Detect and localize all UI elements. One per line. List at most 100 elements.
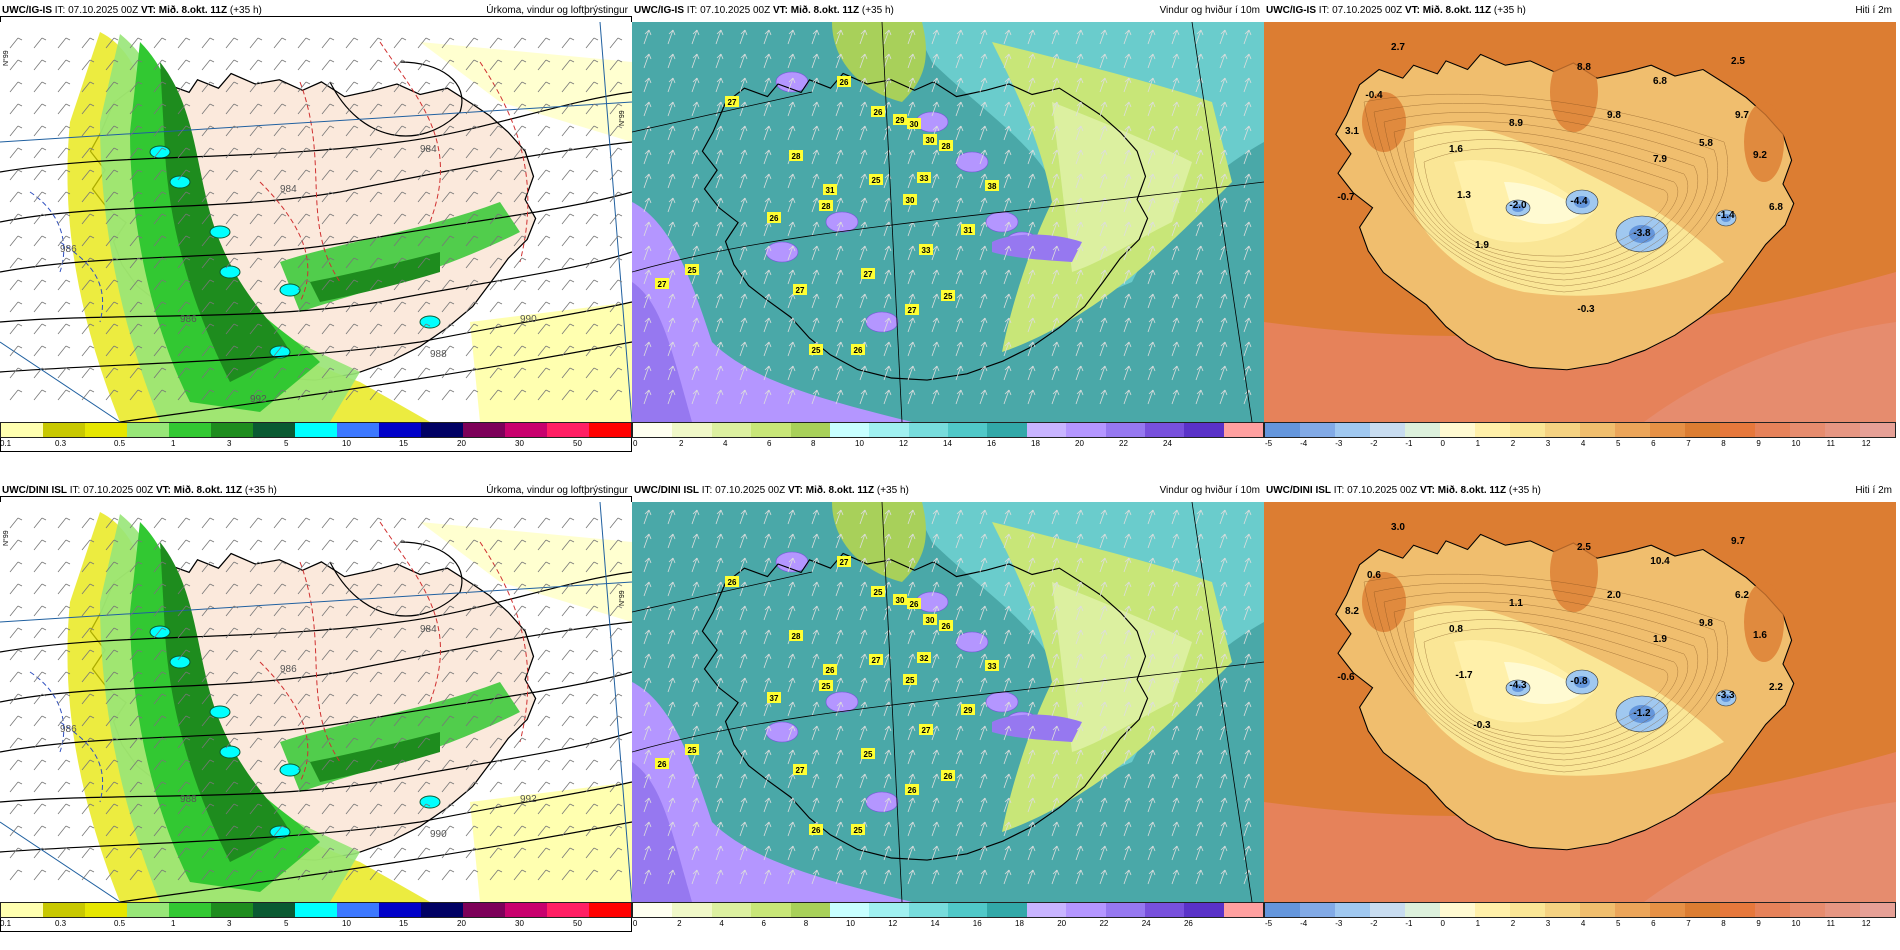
temp-map[interactable]: 2.7 -0.4 8.8 6.8 2.5 3.1 8.9 9.8 1.6 9.7 5.8 7.9 9.2… bbox=[1264, 22, 1896, 422]
temp-map[interactable]: 3.0 0.6 2.5 10.4 9.7 8.2 1.1 2.0 0.8 6.2 9.8 1.9 1.6… bbox=[1264, 502, 1896, 902]
colorbar-swatch bbox=[1370, 423, 1405, 437]
temperature-label: 3.0 bbox=[1391, 522, 1405, 533]
colorbar-swatch bbox=[1790, 423, 1825, 437]
model-name: UWC/DINI ISL bbox=[2, 485, 67, 496]
colorbar-tick-label: 20 bbox=[1075, 439, 1084, 448]
init-time: 07.10.2025 00Z bbox=[83, 485, 154, 496]
panel-header: UWC/DINI ISL IT: 07.10.2025 00Z VT: Mið.… bbox=[0, 480, 632, 502]
colorbar-swatch bbox=[711, 903, 752, 917]
gust-label-box bbox=[809, 344, 823, 355]
colorbar-tick-label: 22 bbox=[1099, 919, 1109, 928]
gust-label-box bbox=[685, 264, 699, 275]
colorbar-tick-label: 1 bbox=[1475, 919, 1481, 928]
temperature-label: 2.7 bbox=[1391, 42, 1405, 53]
colorbar-swatch bbox=[948, 903, 988, 917]
gust-label: 28 bbox=[822, 202, 831, 211]
colorbar-swatch bbox=[43, 903, 85, 917]
colorbar-swatch bbox=[1685, 423, 1720, 437]
isobar-label: 984 bbox=[420, 144, 437, 155]
it-label: IT: bbox=[701, 485, 713, 496]
colorbar-tick-label: 20 bbox=[457, 439, 466, 448]
colorbar-tick-label: 50 bbox=[573, 439, 582, 448]
wind-map[interactable]: 26 27 30 25 26 28 30 26 26 27 32 33 37 25 25 29 27 25 27 26… bbox=[632, 502, 1264, 902]
colorbar-tick-label: 0.3 bbox=[55, 919, 67, 928]
gust-label: 25 bbox=[854, 826, 863, 835]
colorbar-swatch bbox=[1223, 423, 1263, 437]
gust-label-box bbox=[851, 824, 865, 835]
colorbar-tick-label: 3 bbox=[227, 919, 232, 928]
gust-label: 26 bbox=[910, 600, 919, 609]
model-name: UWC/DINI ISL bbox=[634, 485, 699, 496]
gust-label: 27 bbox=[796, 286, 805, 295]
precip-map[interactable]: 984 986 986 988 990 992 N°99 N°99 bbox=[0, 502, 632, 902]
colorbar-tick-label: 9 bbox=[1756, 439, 1761, 448]
colorbar-swatch bbox=[1265, 423, 1300, 437]
colorbar-swatch bbox=[1184, 903, 1224, 917]
colorbar-tick-label: 18 bbox=[1031, 439, 1040, 448]
panel-title: Hiti í 2m bbox=[1855, 485, 1892, 496]
vt-label: VT: bbox=[155, 485, 171, 496]
gust-label-box bbox=[893, 594, 907, 605]
gust-label-box bbox=[961, 224, 975, 235]
init-time: 07.10.2025 00Z bbox=[1332, 5, 1403, 16]
gust-label-box bbox=[793, 284, 807, 295]
colorbar-swatch bbox=[711, 423, 752, 437]
temperature-label: 8.9 bbox=[1509, 118, 1523, 129]
gust-label: 37 bbox=[770, 694, 779, 703]
temperature-label: 1.1 bbox=[1509, 598, 1523, 609]
colorbar-swatch bbox=[1825, 423, 1860, 437]
gust-label-box bbox=[941, 770, 955, 781]
panel-title: Hiti í 2m bbox=[1855, 5, 1892, 16]
gust-label-box bbox=[919, 244, 933, 255]
gust-label: 33 bbox=[988, 662, 997, 671]
colorbar-swatch bbox=[987, 903, 1027, 917]
colorbar-swatch bbox=[751, 903, 791, 917]
colorbar-tick-label: 0 bbox=[1440, 919, 1445, 928]
colorbar-tick-label: -1 bbox=[1405, 439, 1413, 448]
gust-label-box bbox=[903, 674, 917, 685]
gust-label: 26 bbox=[812, 826, 821, 835]
colorbar-swatch bbox=[1615, 423, 1650, 437]
gust-label-box bbox=[869, 654, 883, 665]
valid-time: Mið. 8.okt. 11Z bbox=[1422, 5, 1492, 16]
temperature-label: 9.2 bbox=[1753, 150, 1767, 161]
isobar-label: 986 bbox=[280, 664, 297, 675]
colorbar-tick-label: 5 bbox=[284, 439, 289, 448]
colorbar-tick-label: -3 bbox=[1335, 919, 1343, 928]
valid-time: Mið. 8.okt. 11Z bbox=[173, 485, 243, 496]
colorbar-swatch bbox=[1790, 903, 1825, 917]
colorbar-swatch bbox=[127, 423, 169, 437]
colorbar-tick-label: -2 bbox=[1370, 919, 1378, 928]
panel-header: UWC/IG-IS IT: 07.10.2025 00Z VT: Mið. 8.… bbox=[0, 0, 632, 22]
gust-label: 26 bbox=[826, 666, 835, 675]
init-time: 07.10.2025 00Z bbox=[1347, 485, 1418, 496]
panel-wind-dini: UWC/DINI ISL IT: 07.10.2025 00Z VT: Mið.… bbox=[632, 480, 1264, 932]
colorbar-swatch bbox=[633, 423, 673, 437]
wind-map[interactable]: 27 26 29 26 30 28 30 31 28 25 33 38 26 30 28 31 33 27 27 25… bbox=[632, 22, 1264, 422]
colorbar-swatch bbox=[1335, 903, 1370, 917]
colorbar-tick-label: 16 bbox=[987, 439, 996, 448]
isobar-label: 990 bbox=[430, 829, 447, 840]
temperature-label: 6.8 bbox=[1653, 76, 1667, 87]
temperature-label: -0.8 bbox=[1570, 676, 1588, 687]
colorbar-tick-label: 0 bbox=[633, 439, 638, 448]
precip-map[interactable]: 984 984 986 986 988 990 992 N°99 N°99 bbox=[0, 22, 632, 422]
temperature-label: 1.9 bbox=[1475, 240, 1489, 251]
colorbar-tick-label: 0.1 bbox=[0, 919, 12, 928]
colorbar-swatch bbox=[379, 423, 421, 437]
it-label: IT: bbox=[1318, 5, 1330, 16]
latitude-label: N°99 bbox=[618, 590, 626, 606]
gust-label-box bbox=[961, 704, 975, 715]
temperature-label: 9.8 bbox=[1607, 110, 1621, 121]
colorbar-tick-label: 11 bbox=[1826, 439, 1835, 448]
colorbar-swatch bbox=[1475, 903, 1510, 917]
gust-label: 25 bbox=[872, 176, 881, 185]
temperature-label: 6.2 bbox=[1735, 590, 1749, 601]
temperature-label: -0.3 bbox=[1577, 304, 1595, 315]
gust-label-box bbox=[893, 114, 907, 125]
it-label: IT: bbox=[686, 5, 698, 16]
colorbar-swatch bbox=[672, 423, 712, 437]
wind-colorbar: 0 2 4 6 8 10 12 14 16 18 20 22 24 bbox=[632, 422, 1264, 450]
gust-label: 26 bbox=[944, 772, 953, 781]
temperature-label: -1.2 bbox=[1633, 708, 1651, 719]
